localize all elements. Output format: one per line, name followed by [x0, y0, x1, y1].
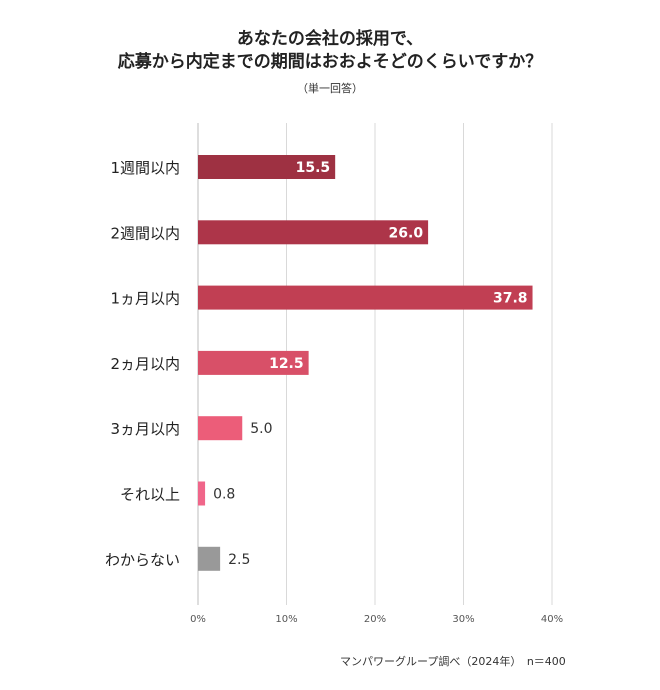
x-tick-label: 20%: [364, 614, 386, 625]
data-label: 0.8: [213, 487, 235, 503]
bar: [198, 220, 429, 245]
chart-title-line1: あなたの会社の採用で、: [236, 29, 424, 49]
chart-subtitle: （単一回答）: [297, 82, 363, 95]
category-label: それ以上: [120, 486, 180, 504]
category-label: 3ヵ月以内: [110, 420, 180, 438]
bar: [198, 155, 336, 179]
chart-title-line2: 応募から内定までの期間はおおよそどのくらいですか？: [117, 52, 543, 72]
bar: [198, 481, 206, 506]
category-label: 2ヵ月以内: [110, 355, 180, 373]
x-tick-label: 40%: [541, 614, 563, 625]
data-label: 37.8: [493, 291, 528, 307]
bar: [198, 350, 309, 375]
x-tick-label: 0%: [190, 614, 206, 625]
data-label: 5.0: [250, 421, 272, 437]
category-label: わからない: [105, 551, 180, 569]
bar: [198, 546, 221, 571]
data-label: 26.0: [389, 225, 424, 241]
source-note: マンパワーグループ調べ（2024年） n＝400: [340, 655, 566, 668]
category-label: 1週間以内: [110, 159, 180, 177]
bar: [198, 416, 243, 441]
category-label: 2週間以内: [110, 224, 180, 242]
category-label: 1ヵ月以内: [110, 290, 180, 308]
x-tick-label: 10%: [275, 614, 297, 625]
bar: [198, 285, 533, 310]
data-label: 2.5: [228, 552, 250, 568]
data-label: 15.5: [296, 160, 331, 176]
data-label: 12.5: [269, 356, 304, 372]
x-tick-label: 30%: [452, 614, 474, 625]
